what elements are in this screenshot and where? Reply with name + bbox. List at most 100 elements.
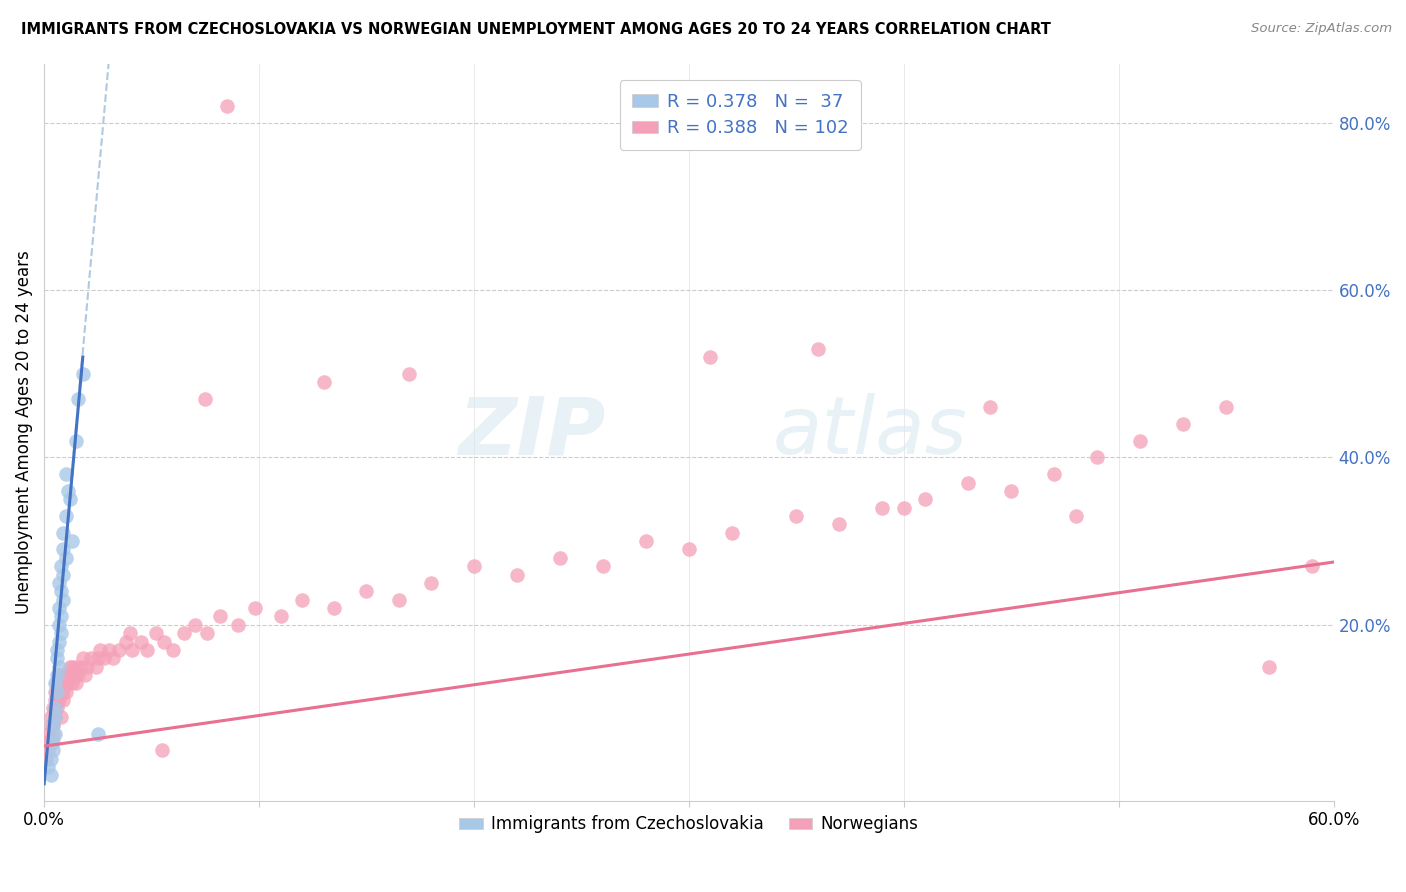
Point <box>136 643 159 657</box>
Point <box>44 701 66 715</box>
Point <box>121 643 143 657</box>
Point <box>51 676 73 690</box>
Point <box>52 592 75 607</box>
Point <box>312 375 335 389</box>
Text: Source: ZipAtlas.com: Source: ZipAtlas.com <box>1251 22 1392 36</box>
Point <box>291 592 314 607</box>
Point <box>52 567 75 582</box>
Point <box>420 576 443 591</box>
Point <box>197 626 219 640</box>
Point <box>1043 467 1066 482</box>
Point <box>52 525 75 540</box>
Point <box>69 659 91 673</box>
Point <box>48 576 70 591</box>
Point <box>65 659 87 673</box>
Point <box>957 475 980 490</box>
Point <box>51 668 73 682</box>
Legend: Immigrants from Czechoslovakia, Norwegians: Immigrants from Czechoslovakia, Norwegia… <box>453 809 925 840</box>
Point <box>1000 483 1022 498</box>
Point <box>226 617 249 632</box>
Point <box>67 668 90 682</box>
Point <box>872 500 894 515</box>
Point <box>44 701 66 715</box>
Point <box>101 651 124 665</box>
Point <box>44 676 66 690</box>
Point <box>46 701 69 715</box>
Point <box>145 626 167 640</box>
Point <box>60 534 83 549</box>
Point <box>162 643 184 657</box>
Point <box>51 609 73 624</box>
Point <box>194 392 217 406</box>
Point <box>97 643 120 657</box>
Point <box>1258 659 1281 673</box>
Point <box>828 517 851 532</box>
Point <box>41 735 63 749</box>
Point <box>46 643 69 657</box>
Point <box>323 601 346 615</box>
Point <box>59 492 82 507</box>
Point <box>56 483 79 498</box>
Point <box>1129 434 1152 448</box>
Point <box>270 609 292 624</box>
Point <box>893 500 915 515</box>
Point <box>243 601 266 615</box>
Point <box>129 634 152 648</box>
Point <box>398 367 420 381</box>
Point <box>41 743 63 757</box>
Point <box>173 626 195 640</box>
Point <box>592 559 614 574</box>
Point <box>59 659 82 673</box>
Point <box>39 710 62 724</box>
Text: atlas: atlas <box>773 393 967 471</box>
Point <box>41 701 63 715</box>
Point <box>979 400 1001 414</box>
Point <box>37 743 59 757</box>
Point <box>51 685 73 699</box>
Text: IMMIGRANTS FROM CZECHOSLOVAKIA VS NORWEGIAN UNEMPLOYMENT AMONG AGES 20 TO 24 YEA: IMMIGRANTS FROM CZECHOSLOVAKIA VS NORWEG… <box>21 22 1050 37</box>
Point <box>48 693 70 707</box>
Point <box>183 617 205 632</box>
Point <box>150 743 173 757</box>
Point <box>46 685 69 699</box>
Point <box>215 99 238 113</box>
Point <box>46 676 69 690</box>
Point <box>39 718 62 732</box>
Point <box>634 534 657 549</box>
Point <box>48 601 70 615</box>
Point <box>39 735 62 749</box>
Point <box>1215 400 1237 414</box>
Point <box>48 668 70 682</box>
Point <box>87 726 110 740</box>
Point <box>44 710 66 724</box>
Point <box>73 668 96 682</box>
Point <box>48 634 70 648</box>
Point <box>35 752 58 766</box>
Point <box>678 542 700 557</box>
Point <box>699 350 721 364</box>
Y-axis label: Unemployment Among Ages 20 to 24 years: Unemployment Among Ages 20 to 24 years <box>15 251 32 615</box>
Point <box>65 434 87 448</box>
Point <box>67 392 90 406</box>
Point <box>56 668 79 682</box>
Point <box>41 718 63 732</box>
Point <box>1064 508 1087 523</box>
Point <box>506 567 529 582</box>
Point <box>39 752 62 766</box>
Point <box>1085 450 1108 465</box>
Point <box>46 651 69 665</box>
Point <box>721 525 744 540</box>
Point <box>72 651 94 665</box>
Point <box>46 693 69 707</box>
Point <box>76 659 98 673</box>
Point <box>59 668 82 682</box>
Point <box>87 651 110 665</box>
Point <box>44 710 66 724</box>
Point <box>914 492 936 507</box>
Point <box>48 617 70 632</box>
Point <box>65 676 87 690</box>
Point <box>51 710 73 724</box>
Point <box>55 685 77 699</box>
Point <box>41 718 63 732</box>
Point <box>89 643 111 657</box>
